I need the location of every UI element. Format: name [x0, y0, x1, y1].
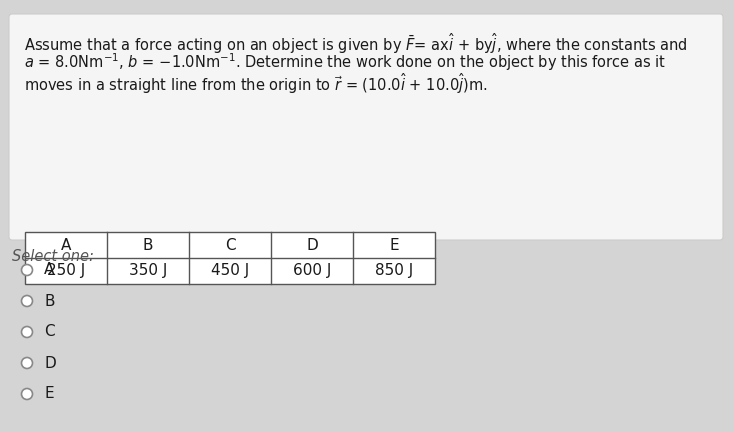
Text: E: E: [44, 387, 54, 401]
Text: D: D: [44, 356, 56, 371]
Text: C: C: [44, 324, 55, 340]
Text: E: E: [389, 238, 399, 252]
Text: B: B: [44, 293, 54, 308]
Text: C: C: [225, 238, 235, 252]
Text: 450 J: 450 J: [211, 264, 249, 279]
Circle shape: [21, 264, 32, 276]
Text: 350 J: 350 J: [129, 264, 167, 279]
Text: 250 J: 250 J: [47, 264, 85, 279]
Text: A: A: [61, 238, 71, 252]
Circle shape: [21, 327, 32, 337]
Text: D: D: [306, 238, 318, 252]
FancyBboxPatch shape: [9, 14, 723, 240]
Circle shape: [21, 388, 32, 400]
Text: moves in a straight line from the origin to $\vec{r}$ = (10.0$\hat{i}$ + 10.0$\h: moves in a straight line from the origin…: [24, 71, 487, 96]
Circle shape: [21, 295, 32, 306]
Circle shape: [21, 358, 32, 368]
Text: A: A: [44, 263, 54, 277]
Text: Assume that a force acting on an object is given by $\bar{F}$= ax$\hat{i}$ + by$: Assume that a force acting on an object …: [24, 31, 688, 56]
Text: Select one:: Select one:: [12, 249, 94, 264]
Text: B: B: [143, 238, 153, 252]
Text: $a$ = 8.0Nm$^{-1}$, $b$ = −1.0Nm$^{-1}$. Determine the work done on the object b: $a$ = 8.0Nm$^{-1}$, $b$ = −1.0Nm$^{-1}$.…: [24, 51, 666, 73]
Text: 600 J: 600 J: [292, 264, 331, 279]
Bar: [25, 232, 435, 284]
Text: 850 J: 850 J: [375, 264, 413, 279]
